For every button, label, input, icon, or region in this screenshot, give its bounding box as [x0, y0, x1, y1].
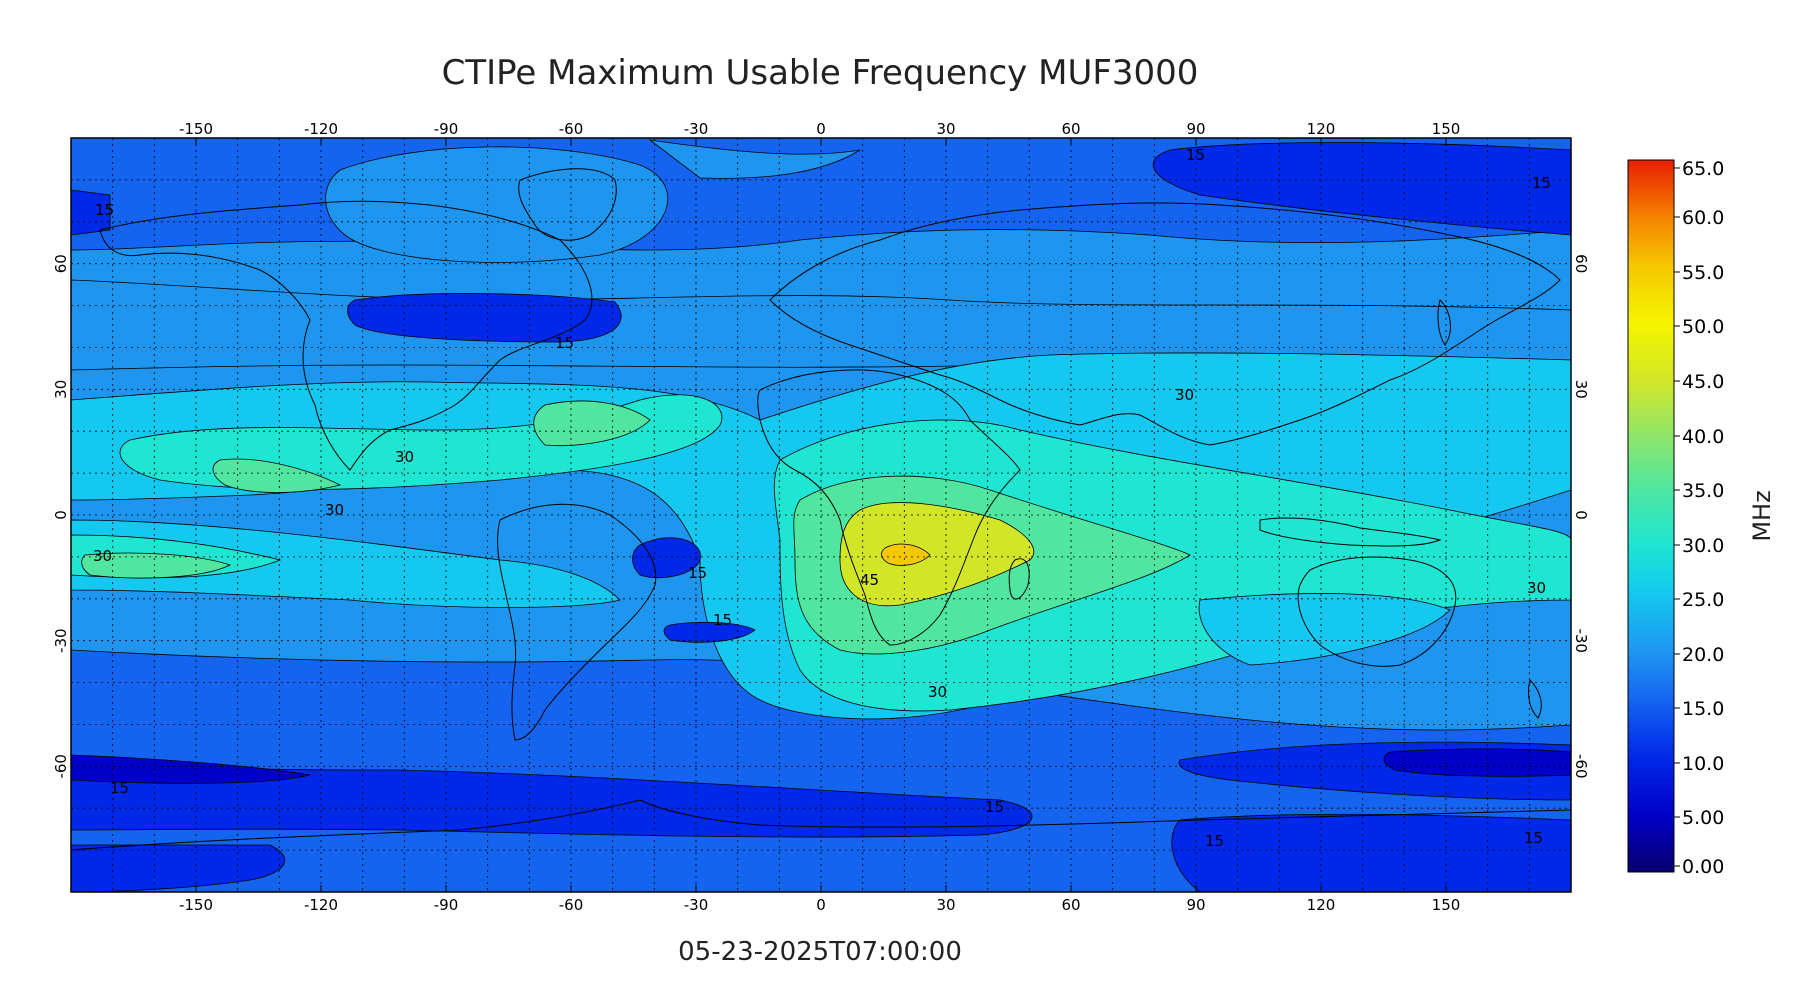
coast-antarctica [71, 799, 1571, 851]
lon-label: 0 [816, 896, 826, 914]
contour-label: 30 [395, 448, 414, 466]
colorbar-label: 35.0 [1682, 480, 1724, 502]
lon-label: 120 [1307, 896, 1336, 914]
contour-label: 15 [1205, 832, 1224, 850]
graticule [71, 138, 1571, 892]
coast-australia [1297, 556, 1457, 667]
contour-label: 15 [1524, 829, 1543, 847]
contour-label: 15 [1186, 146, 1205, 164]
colorbar-label: 40.0 [1682, 426, 1724, 448]
lon-label: -90 [434, 120, 459, 138]
coast-indonesia [1259, 517, 1442, 547]
colorbar-label: 0.00 [1682, 856, 1724, 878]
colorbar-label: 65.0 [1682, 158, 1724, 180]
contour-label: 15 [95, 201, 114, 219]
lat-label: -30 [52, 628, 70, 653]
lon-label: -30 [684, 896, 709, 914]
lat-label: 0 [52, 510, 70, 520]
lon-label: 60 [1061, 120, 1080, 138]
lon-label: 90 [1186, 896, 1205, 914]
timestamp-label: 05-23-2025T07:00:00 [678, 937, 962, 967]
contour-label: 15 [1532, 174, 1551, 192]
lon-label: 150 [1432, 896, 1461, 914]
coast-new-zealand [1527, 679, 1542, 719]
lon-label: 0 [816, 120, 826, 138]
contour-label: 30 [1175, 386, 1194, 404]
muf-band-0-5 [71, 748, 1571, 784]
lon-label: -150 [179, 896, 213, 914]
muf-band-45-55 [881, 543, 931, 566]
contour-label: 15 [713, 611, 732, 629]
lon-label: 90 [1186, 120, 1205, 138]
muf-band-5-10-south-america [632, 537, 756, 643]
lon-label: -30 [684, 120, 709, 138]
lon-tick-marks [195, 138, 1447, 892]
contour-label: 30 [1527, 579, 1546, 597]
lat-label: -30 [1572, 628, 1590, 653]
contour-label: 30 [928, 683, 947, 701]
lon-label: -60 [559, 120, 584, 138]
lon-labels-top: -150 -120 -90 -60 -30 0 30 60 90 120 150 [179, 120, 1460, 138]
contour-label: 45 [860, 571, 879, 589]
muf-band-5-10-south [71, 741, 1571, 892]
colorbar-label: 60.0 [1682, 207, 1724, 229]
lat-label: 0 [1572, 510, 1590, 520]
lon-label: -150 [179, 120, 213, 138]
lat-labels-left: 60 30 0 -30 -60 [52, 254, 70, 778]
colorbar-label: 45.0 [1682, 371, 1724, 393]
coast-greenland [518, 168, 617, 241]
colorbar-label: 5.00 [1682, 807, 1724, 829]
lat-label: -60 [1572, 754, 1590, 779]
lon-label: -120 [304, 896, 338, 914]
lon-label: -120 [304, 120, 338, 138]
colorbar-labels: 65.0 60.0 55.0 50.0 45.0 40.0 35.0 30.0 … [1682, 158, 1724, 878]
contour-labels: 15 15 15 15 15 15 15 15 15 15 30 30 30 3… [93, 146, 1551, 850]
coast-africa [757, 369, 1021, 646]
colorbar-label: 55.0 [1682, 262, 1724, 284]
coast-madagascar [1008, 558, 1030, 600]
contour-label: 15 [555, 334, 574, 352]
lon-label: 30 [936, 896, 955, 914]
lat-label: 60 [52, 254, 70, 273]
lon-label: -90 [434, 896, 459, 914]
colorbar-label: 15.0 [1682, 698, 1724, 720]
lon-labels-bottom: -150 -120 -90 -60 -30 0 30 60 90 120 150 [179, 896, 1460, 914]
lat-labels-right: 60 30 0 -30 -60 [1572, 254, 1590, 778]
lat-label: 60 [1572, 254, 1590, 273]
lat-label: 30 [52, 380, 70, 399]
lon-label: 30 [936, 120, 955, 138]
colorbar-unit-label: MHz [1748, 490, 1776, 541]
muf-band-35-45 [839, 502, 1035, 607]
muf-band-15-20-north [325, 139, 861, 263]
map-panel: 15 15 15 15 15 15 15 15 15 15 30 30 30 3… [71, 138, 1571, 892]
coast-eurasia [769, 202, 1561, 446]
lon-label: 150 [1432, 120, 1461, 138]
colorbar-label: 50.0 [1682, 316, 1724, 338]
contour-label: 30 [93, 547, 112, 565]
colorbar-label: 30.0 [1682, 535, 1724, 557]
coast-south-america [497, 503, 657, 741]
colorbar [1627, 159, 1675, 873]
contour-label: 15 [110, 779, 129, 797]
colorbar-label: 20.0 [1682, 644, 1724, 666]
coastlines [71, 168, 1571, 851]
contour-label: 15 [985, 798, 1004, 816]
colorbar-label: 25.0 [1682, 589, 1724, 611]
lon-label: 60 [1061, 896, 1080, 914]
colorbar-label: 10.0 [1682, 753, 1724, 775]
coast-north-america [99, 200, 593, 471]
colorbar-ticks [1674, 167, 1680, 867]
lon-label: -60 [559, 896, 584, 914]
coast-japan [1437, 299, 1451, 346]
lat-label: -60 [52, 754, 70, 779]
contour-label: 15 [688, 564, 707, 582]
chart-title: CTIPe Maximum Usable Frequency MUF3000 [442, 53, 1199, 93]
lon-label: 120 [1307, 120, 1336, 138]
contour-label: 30 [325, 501, 344, 519]
lat-label: 30 [1572, 380, 1590, 399]
